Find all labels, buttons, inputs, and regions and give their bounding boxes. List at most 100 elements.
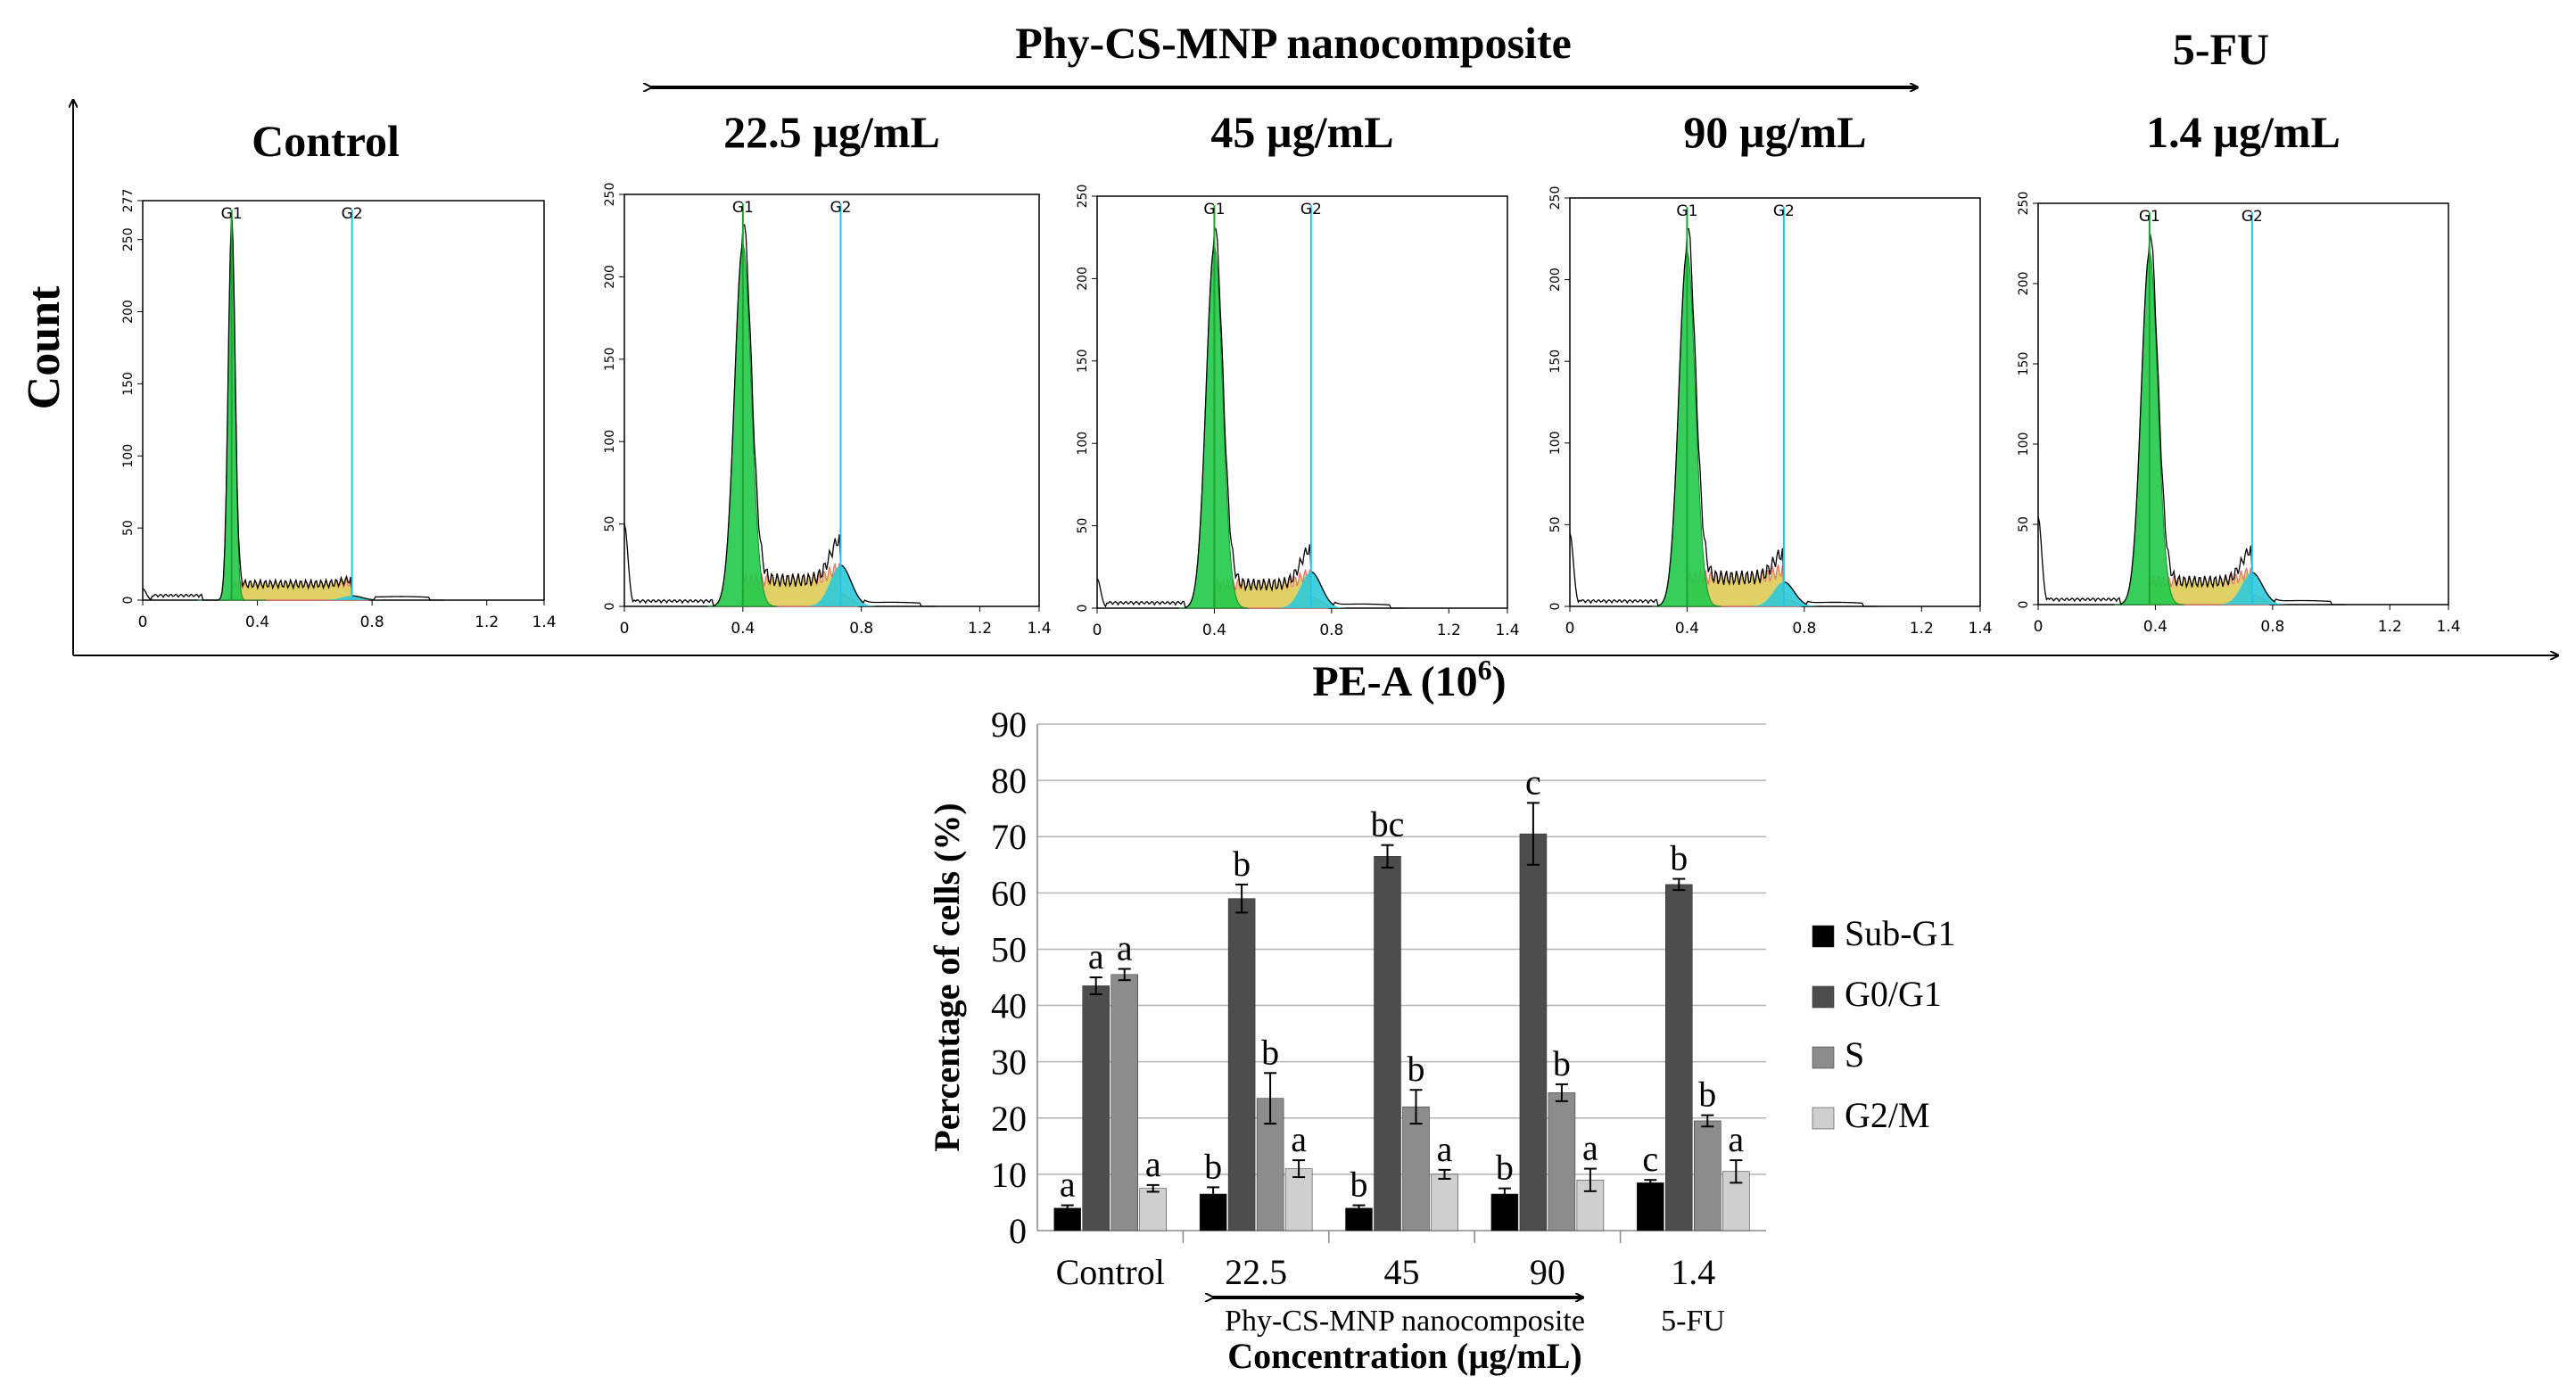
y-tick-label: 80 bbox=[991, 761, 1027, 801]
panel-ytick-label: 50 bbox=[2017, 516, 2031, 532]
panel-xtick-label: 0 bbox=[1093, 622, 1102, 639]
panel-xtick-label: 1.4 bbox=[1968, 620, 1992, 638]
category-label: 90 bbox=[1530, 1252, 1565, 1292]
significance-letter: b bbox=[1553, 1043, 1571, 1083]
panel-ytick-label: 150 bbox=[121, 372, 136, 396]
legend-swatch bbox=[1812, 925, 1835, 948]
bar bbox=[1139, 1188, 1167, 1231]
panel-xtick-label: 0 bbox=[620, 620, 630, 638]
bar bbox=[1548, 1092, 1576, 1231]
legend-swatch bbox=[1812, 1107, 1835, 1130]
panel-g1-label: G1 bbox=[2139, 208, 2160, 226]
panel-g2-label: G2 bbox=[1300, 201, 1322, 218]
panel-g2-label: G2 bbox=[830, 199, 851, 217]
panel-ytick-label: 100 bbox=[1548, 431, 1563, 455]
histogram-panels: Control 0 50 100 150 200 250 277 0 0.4 0.8 1.2 1.4 G1… bbox=[121, 107, 2461, 639]
panel-histogram-curve bbox=[2037, 233, 2346, 605]
panel-xtick-label: 0.8 bbox=[849, 620, 873, 638]
panel-xtick-label: 1.2 bbox=[1910, 620, 1934, 638]
panel-ytick-label: 100 bbox=[603, 430, 617, 454]
panel-title: 22.5 µg/mL bbox=[723, 107, 940, 157]
panel-ytick-label: 150 bbox=[1548, 350, 1563, 374]
panel-frame bbox=[142, 200, 545, 601]
panel-ytick-label: 0 bbox=[603, 603, 617, 611]
panel-ytick-label: 200 bbox=[603, 265, 617, 289]
legend-label: G0/G1 bbox=[1845, 974, 1942, 1014]
legend-swatch bbox=[1812, 1046, 1835, 1069]
histogram-panel-3: 90 µg/mL 0 50 100 150 200 250 0 0.4 0.8 1.2 1.4 G1 G2 bbox=[1548, 107, 1993, 638]
panel-histogram-curve bbox=[1569, 227, 1878, 607]
panel-xtick-label: 1.4 bbox=[1027, 620, 1051, 638]
panel-g1-label: G1 bbox=[1203, 201, 1225, 218]
panel-ytick-label: 50 bbox=[1548, 516, 1563, 532]
panel-ytick-label: 200 bbox=[121, 300, 136, 324]
category-label: 1.4 bbox=[1671, 1252, 1715, 1292]
panel-ytick-label: 250 bbox=[1076, 185, 1090, 209]
panel-ytick-label: 100 bbox=[2017, 432, 2031, 457]
panel-ytick-label: 200 bbox=[1548, 268, 1563, 292]
pe-axis-label: PE-A (106) bbox=[1312, 654, 1506, 705]
panel-ytick-label: 200 bbox=[2017, 272, 2031, 296]
significance-letter: b bbox=[1408, 1049, 1425, 1089]
panel-ytick-label: 0 bbox=[121, 597, 136, 605]
histogram-panel-0: Control 0 50 100 150 200 250 277 0 0.4 0.8 1.2 1.4 G1… bbox=[121, 116, 557, 631]
panel-xtick-label: 0.8 bbox=[360, 614, 384, 631]
panel-xtick-label: 0.4 bbox=[1675, 620, 1699, 638]
significance-letter: a bbox=[1145, 1144, 1161, 1184]
histogram-panel-2: 45 µg/mL 0 50 100 150 200 250 0 0.4 0.8 1.2 1.4 G1 G2 bbox=[1076, 107, 1520, 639]
bar bbox=[1694, 1120, 1721, 1231]
y-tick-label: 50 bbox=[991, 929, 1027, 969]
bar bbox=[1637, 1182, 1664, 1231]
category-label: Control bbox=[1056, 1252, 1165, 1292]
panel-xtick-label: 0.8 bbox=[2260, 618, 2284, 636]
significance-letter: a bbox=[1728, 1119, 1744, 1159]
panel-xtick-label: 1.4 bbox=[1495, 622, 1519, 639]
pe-axis-label-close: ) bbox=[1492, 658, 1507, 705]
fu-title: 5-FU bbox=[2173, 24, 2269, 74]
significance-letter: c bbox=[1525, 762, 1541, 802]
panel-g1-label: G1 bbox=[732, 199, 754, 217]
significance-letter: a bbox=[1291, 1119, 1307, 1159]
significance-letter: b bbox=[1670, 838, 1688, 878]
histogram-panel-4: 1.4 µg/mL 0 50 100 150 200 250 0 0.4 0.8 1.2 1.4 G1 G… bbox=[2017, 107, 2461, 636]
panel-ytick-label: 250 bbox=[2017, 192, 2031, 216]
y-tick-label: 20 bbox=[991, 1099, 1027, 1139]
panel-xtick-label: 1.2 bbox=[2378, 618, 2402, 636]
panel-ytick-label: 0 bbox=[1548, 603, 1563, 611]
panel-frame bbox=[1096, 195, 1508, 609]
panel-ytick-label: 150 bbox=[1076, 349, 1090, 373]
x-axis-title: Concentration (µg/mL) bbox=[1227, 1336, 1581, 1376]
panel-g1-label: G1 bbox=[221, 205, 243, 223]
panel-frame bbox=[1569, 197, 1981, 607]
bar bbox=[1402, 1106, 1430, 1231]
panel-xtick-label: 0.4 bbox=[731, 620, 755, 638]
panel-xtick-label: 1.4 bbox=[532, 614, 556, 631]
panel-xtick-label: 0.8 bbox=[1319, 622, 1343, 639]
panel-xtick-label: 0.4 bbox=[2143, 618, 2167, 636]
y-tick-label: 0 bbox=[1009, 1211, 1027, 1251]
y-tick-label: 30 bbox=[991, 1042, 1027, 1083]
panel-ytick-label: 50 bbox=[121, 520, 136, 536]
panel-ytick-label: 0 bbox=[2017, 601, 2031, 609]
bar bbox=[1519, 833, 1548, 1231]
bar bbox=[1082, 985, 1110, 1231]
significance-letter: a bbox=[1088, 936, 1104, 976]
significance-letter: c bbox=[1642, 1139, 1658, 1179]
panel-ytick-label: 250 bbox=[603, 183, 617, 207]
significance-letter: b bbox=[1698, 1075, 1716, 1115]
bar bbox=[1665, 884, 1693, 1231]
significance-letter: b bbox=[1204, 1146, 1222, 1186]
panel-ytick-label: 200 bbox=[1076, 267, 1090, 291]
panel-frame bbox=[2037, 202, 2449, 605]
pe-axis-label-exp: 6 bbox=[1478, 654, 1492, 686]
panel-ytick-label: 100 bbox=[121, 444, 136, 468]
panel-frame bbox=[623, 194, 1040, 607]
panel-histogram-curve bbox=[142, 210, 444, 601]
panel-xtick-label: 0 bbox=[1565, 620, 1575, 638]
fu-group-label: 5-FU bbox=[1661, 1305, 1725, 1338]
panel-xtick-label: 0.4 bbox=[1202, 622, 1226, 639]
panel-xtick-label: 1.2 bbox=[475, 614, 499, 631]
bar bbox=[1227, 898, 1256, 1231]
bar bbox=[1110, 974, 1138, 1231]
